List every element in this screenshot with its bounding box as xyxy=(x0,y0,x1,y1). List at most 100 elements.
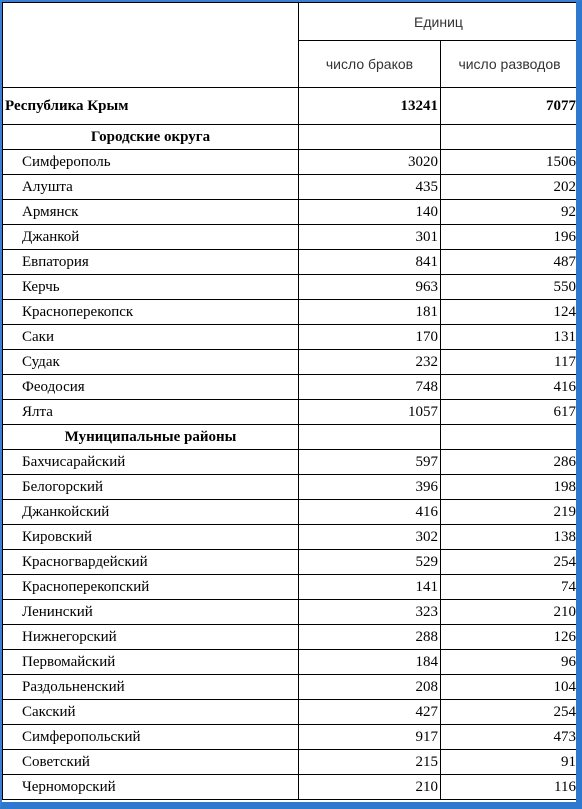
row-marriages: 210 xyxy=(298,774,441,800)
row-divorces: 131 xyxy=(440,324,576,350)
row-marriages: 301 xyxy=(298,224,441,250)
row-name: Черноморский xyxy=(2,774,299,800)
row-name: Судак xyxy=(2,349,299,375)
table-row: Симферопольский 917 473 xyxy=(2,724,576,750)
row-name: Раздольненский xyxy=(2,674,299,700)
table-row: Саки 170 131 xyxy=(2,324,576,350)
row-name: Саки xyxy=(2,324,299,350)
row-divorces: 92 xyxy=(440,199,576,225)
table-row: Красногвардейский 529 254 xyxy=(2,549,576,575)
table-row: Белогорский 396 198 xyxy=(2,474,576,500)
empty-cell xyxy=(298,124,441,150)
row-marriages: 1057 xyxy=(298,399,441,425)
row-name: Красногвардейский xyxy=(2,549,299,575)
row-marriages: 288 xyxy=(298,624,441,650)
row-marriages: 170 xyxy=(298,324,441,350)
table-row: Раздольненский 208 104 xyxy=(2,674,576,700)
row-name: Белогорский xyxy=(2,474,299,500)
row-divorces: 138 xyxy=(440,524,576,550)
row-name: Ленинский xyxy=(2,599,299,625)
row-divorces: 117 xyxy=(440,349,576,375)
table-row: Нижнегорский 288 126 xyxy=(2,624,576,650)
header-row-units: Единиц xyxy=(2,2,576,88)
municipal-districts-section-title: Муниципальные районы xyxy=(2,424,299,450)
table-row: Керчь 963 550 xyxy=(2,274,576,300)
row-name: Феодосия xyxy=(2,374,299,400)
table-row: Сакский 427 254 xyxy=(2,699,576,725)
row-marriages: 748 xyxy=(298,374,441,400)
units-header: Единиц xyxy=(298,2,576,41)
table-row: Феодосия 748 416 xyxy=(2,374,576,400)
row-name: Первомайский xyxy=(2,649,299,675)
row-divorces: 96 xyxy=(440,649,576,675)
header-row-columns: число браков число разводов xyxy=(3,40,576,88)
table-row: Алушта 435 202 xyxy=(2,174,576,200)
table-row: Красноперекопский 141 74 xyxy=(2,574,576,600)
divorces-column-header: число разводов xyxy=(440,40,576,88)
empty-cell xyxy=(440,424,576,450)
table-row: Черноморский 210 116 xyxy=(2,774,576,800)
urban-districts-section-title: Городские округа xyxy=(2,124,299,150)
row-marriages: 917 xyxy=(298,724,441,750)
row-divorces: 124 xyxy=(440,299,576,325)
table-row: Джанкойский 416 219 xyxy=(2,499,576,525)
row-name: Красноперекопск xyxy=(2,299,299,325)
row-marriages: 208 xyxy=(298,674,441,700)
row-marriages: 141 xyxy=(298,574,441,600)
row-divorces: 473 xyxy=(440,724,576,750)
table-row: Ялта 1057 617 xyxy=(2,399,576,425)
municipal-districts-section-row: Муниципальные районы xyxy=(2,424,576,450)
row-name: Джанкой xyxy=(2,224,299,250)
table-row: Судак 232 117 xyxy=(2,349,576,375)
row-marriages: 416 xyxy=(298,499,441,525)
table-row: Бахчисарайский 597 286 xyxy=(2,449,576,475)
row-name: Нижнегорский xyxy=(2,624,299,650)
row-name: Ялта xyxy=(2,399,299,425)
row-name: Симферополь xyxy=(2,149,299,175)
row-marriages: 529 xyxy=(298,549,441,575)
row-name: Кировский xyxy=(2,524,299,550)
row-marriages: 597 xyxy=(298,449,441,475)
table-row: Евпатория 841 487 xyxy=(2,249,576,275)
row-divorces: 126 xyxy=(440,624,576,650)
row-divorces: 254 xyxy=(440,699,576,725)
row-divorces: 198 xyxy=(440,474,576,500)
row-marriages: 184 xyxy=(298,649,441,675)
row-divorces: 487 xyxy=(440,249,576,275)
table-row: Советский 215 91 xyxy=(2,749,576,775)
row-name: Армянск xyxy=(2,199,299,225)
row-marriages: 841 xyxy=(298,249,441,275)
row-name: Красноперекопский xyxy=(2,574,299,600)
row-divorces: 286 xyxy=(440,449,576,475)
table-row: Красноперекопск 181 124 xyxy=(2,299,576,325)
total-row: Республика Крым 13241 7077 xyxy=(2,87,576,125)
urban-districts-section-row: Городские округа xyxy=(2,124,576,150)
row-divorces: 116 xyxy=(440,774,576,800)
row-divorces: 416 xyxy=(440,374,576,400)
row-divorces: 74 xyxy=(440,574,576,600)
row-divorces: 210 xyxy=(440,599,576,625)
row-divorces: 219 xyxy=(440,499,576,525)
header-blank-cell xyxy=(2,2,299,88)
row-marriages: 963 xyxy=(298,274,441,300)
empty-cell xyxy=(440,124,576,150)
empty-cell xyxy=(298,424,441,450)
row-name: Керчь xyxy=(2,274,299,300)
total-marriages: 13241 xyxy=(298,87,441,125)
row-divorces: 196 xyxy=(440,224,576,250)
row-divorces: 202 xyxy=(440,174,576,200)
table-row: Кировский 302 138 xyxy=(2,524,576,550)
total-name: Республика Крым xyxy=(2,87,299,125)
row-name: Симферопольский xyxy=(2,724,299,750)
row-divorces: 550 xyxy=(440,274,576,300)
table-row: Армянск 140 92 xyxy=(2,199,576,225)
row-marriages: 232 xyxy=(298,349,441,375)
row-marriages: 140 xyxy=(298,199,441,225)
row-divorces: 617 xyxy=(440,399,576,425)
row-marriages: 3020 xyxy=(298,149,441,175)
total-divorces: 7077 xyxy=(440,87,576,125)
table-row: Ленинский 323 210 xyxy=(2,599,576,625)
row-name: Джанкойский xyxy=(2,499,299,525)
row-marriages: 435 xyxy=(298,174,441,200)
